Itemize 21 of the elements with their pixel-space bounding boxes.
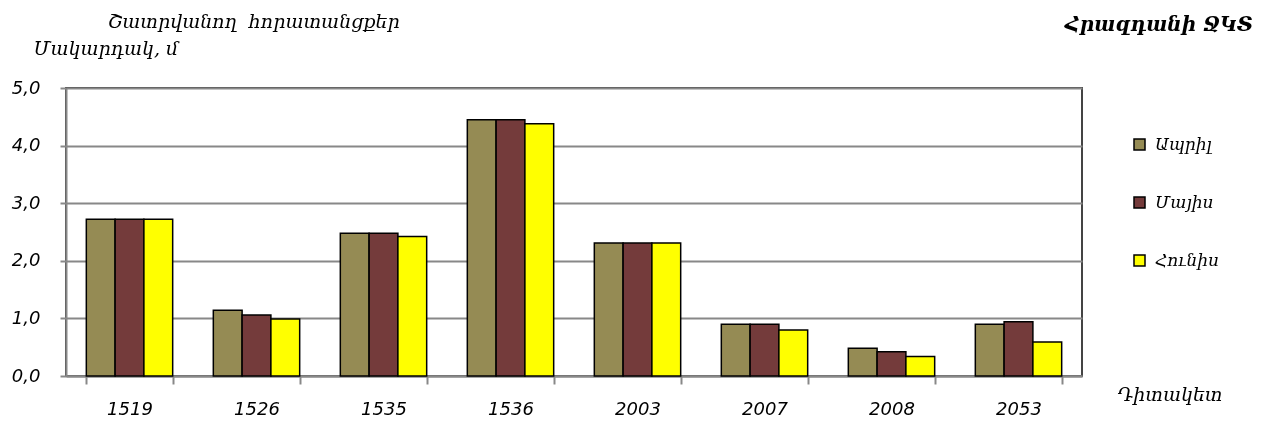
x-tick-label: 1536: [488, 397, 534, 419]
legend-label: Հունիս: [1155, 249, 1220, 270]
text: Հրազդանի ՋԿՏ: [1064, 12, 1253, 36]
y-tick-label: 5,0: [11, 76, 41, 98]
y-axis-title: Մակարդակ, մ: [33, 36, 181, 59]
legend-label: Ապրիլ: [1155, 133, 1213, 154]
x-axis-title: Դիտակետ: [1117, 382, 1223, 405]
x-tick-label: 2053: [996, 397, 1042, 419]
x-tick-label: 1526: [234, 397, 280, 419]
x-tick-label: 1519: [107, 397, 153, 419]
y-tick-label: 3,0: [11, 191, 41, 213]
y-tick-label: 1,0: [11, 306, 41, 328]
x-tick-label: 2007: [742, 397, 789, 419]
x-tick-label: 2003: [615, 397, 661, 419]
x-tick-label: 1535: [361, 397, 407, 419]
chart-subtitle: Շատրվանող հորատանցքեր: [108, 10, 400, 32]
legend-label: Մայիս: [1155, 191, 1214, 212]
y-tick-label: 4,0: [11, 134, 41, 156]
y-tick-label: 2,0: [11, 249, 41, 271]
x-tick-label: 2008: [869, 397, 915, 419]
y-tick-label: 0,0: [11, 364, 41, 386]
